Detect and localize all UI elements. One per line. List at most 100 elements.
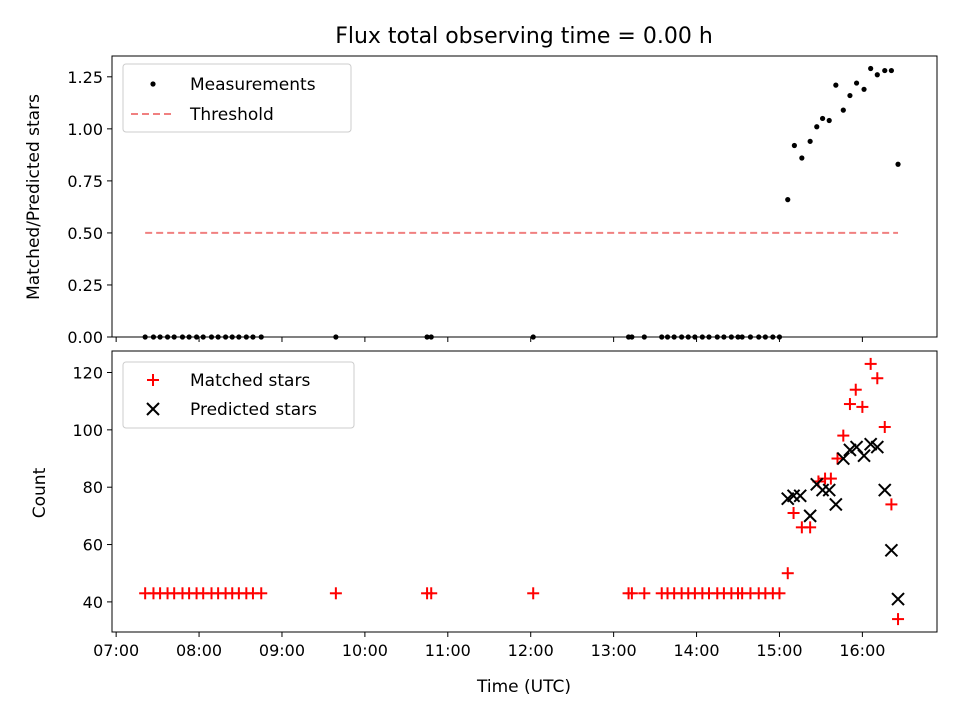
measurement-point: [847, 92, 853, 99]
measurement-point: [874, 72, 880, 78]
predicted-point-b: [822, 483, 836, 497]
legend-matched-marker: [147, 374, 159, 386]
matched-point: [831, 452, 844, 465]
measurement-point: [861, 86, 867, 92]
predicted-point: [884, 543, 899, 557]
bottom-y-tick-label: 40: [83, 593, 103, 612]
predicted-point: [870, 440, 885, 454]
bottom-legend-box: [122, 361, 355, 429]
predicted-point: [793, 489, 807, 503]
matched-point: [255, 587, 268, 600]
predicted-point-b: [891, 592, 905, 606]
bottom-x-tick-label: 14:00: [673, 641, 719, 660]
predicted-point-b: [829, 497, 843, 512]
predicted-point: [863, 437, 878, 451]
predicted-point: [843, 443, 857, 457]
matched-point: [892, 613, 905, 626]
top-y-tick-label: 1.00: [67, 120, 103, 139]
predicted-point-b: [793, 489, 807, 503]
top-y-tick-label: 0.75: [67, 172, 103, 191]
bottom-x-tick-label: 10:00: [342, 641, 388, 660]
bottom-x-tick-label: 16:00: [839, 641, 885, 660]
predicted-point-b: [857, 448, 871, 463]
top-y-tick-label: 0.50: [67, 224, 103, 243]
matched-point: [856, 400, 869, 413]
matched-point: [787, 507, 800, 520]
top-legend-box: [122, 63, 352, 133]
bottom-legend: Matched stars Predicted stars: [122, 361, 355, 429]
matched-point: [329, 587, 342, 600]
bottom-y-tick-label: 60: [83, 536, 103, 555]
predicted-point: [891, 592, 905, 606]
bottom-x-tick-label: 15:00: [756, 641, 802, 660]
measurement-point: [833, 82, 839, 88]
top-y-tick-label: 1.25: [67, 68, 103, 87]
bottom-x-tick-label: 08:00: [176, 641, 222, 660]
matched-point: [625, 587, 638, 600]
matched-point: [871, 372, 884, 385]
top-y-axis-label: Matched/Predicted stars: [24, 94, 44, 300]
matched-point: [773, 587, 786, 600]
matched-point: [885, 498, 898, 511]
matched-point: [781, 567, 794, 580]
top-y-tick-label: 0.25: [67, 276, 103, 295]
measurement-point: [785, 197, 791, 203]
bottom-panel: 40 60 80 100 120 07:00 08:00 09:00 10:00 11:00 12:…: [72, 350, 938, 660]
predicted-point-b: [803, 509, 817, 523]
measurement-point: [826, 117, 832, 124]
top-series-measurements: [142, 65, 901, 340]
top-legend: Measurements Threshold: [122, 63, 352, 133]
legend-predicted-label: Predicted stars: [190, 400, 317, 420]
matched-point: [638, 587, 651, 600]
predicted-point: [857, 448, 871, 463]
predicted-point: [878, 483, 892, 497]
matched-point: [527, 587, 540, 600]
bottom-x-tick-label: 11:00: [425, 641, 471, 660]
bottom-y-tick-label: 120: [72, 364, 103, 383]
predicted-point-b: [863, 437, 878, 451]
matched-point: [849, 383, 862, 396]
bottom-x-axis-label: Time (UTC): [476, 677, 571, 697]
bottom-series-matched-stars: [139, 357, 905, 626]
legend-matched-label: Matched stars: [190, 371, 310, 391]
measurement-point: [895, 161, 901, 167]
measurement-point: [882, 67, 888, 74]
matched-point: [425, 587, 438, 600]
predicted-point: [803, 509, 817, 523]
legend-threshold-label: Threshold: [189, 105, 274, 125]
legend-measurements-marker: [150, 81, 156, 87]
measurement-point: [799, 155, 805, 161]
top-panel: 0.00 0.25 0.50 0.75 1.00 1.25: [67, 55, 938, 347]
matched-point: [804, 521, 817, 534]
bottom-x-tick-label: 13:00: [591, 641, 637, 660]
measurement-point: [853, 80, 860, 86]
matched-point: [824, 472, 837, 485]
predicted-point-b: [836, 451, 851, 466]
measurement-point: [791, 142, 797, 149]
predicted-point-b: [849, 440, 864, 454]
bottom-y-axis-label: Count: [30, 467, 50, 518]
measurement-point: [807, 138, 813, 144]
legend-predicted-marker: [146, 402, 160, 416]
matched-point: [843, 398, 856, 411]
predicted-point-b: [843, 443, 857, 457]
matched-point: [837, 429, 850, 442]
top-y-tick-label: 0.00: [67, 328, 103, 347]
bottom-y-tick-label: 80: [83, 478, 103, 497]
predicted-point-b: [878, 483, 892, 497]
measurement-point: [868, 65, 874, 72]
legend-measurements-label: Measurements: [190, 75, 316, 95]
measurement-point: [888, 67, 894, 74]
predicted-point: [836, 451, 851, 466]
matched-point: [878, 420, 891, 433]
bottom-x-tick-label: 09:00: [259, 641, 305, 660]
bottom-series-predicted-stars: [781, 437, 905, 606]
matched-point: [864, 357, 877, 370]
bottom-y-tick-label: 100: [72, 421, 103, 440]
predicted-point-b: [884, 543, 899, 557]
bottom-x-tick-label: 07:00: [93, 641, 139, 660]
predicted-point-b: [870, 440, 885, 454]
measurement-point: [814, 124, 820, 130]
measurement-point: [819, 115, 826, 122]
